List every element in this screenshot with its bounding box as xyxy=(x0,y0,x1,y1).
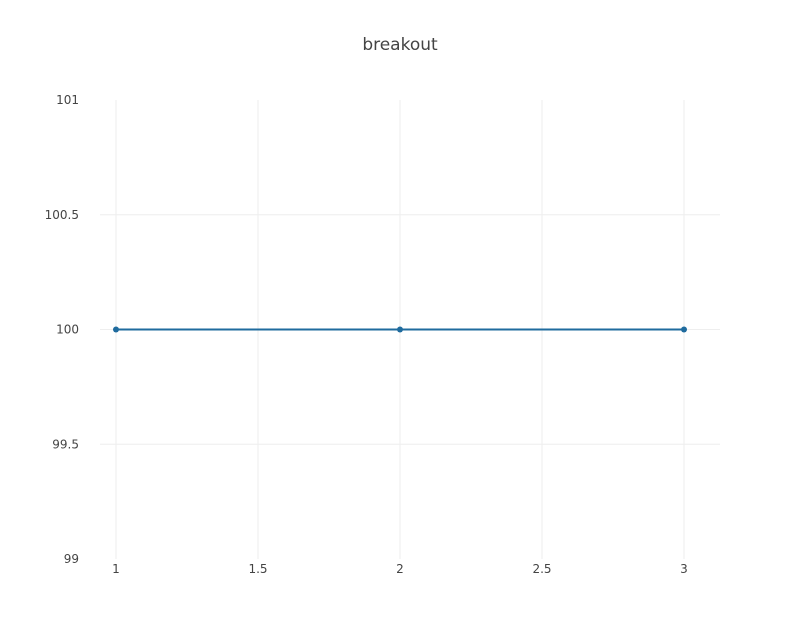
data-point[interactable] xyxy=(113,326,119,333)
data-point[interactable] xyxy=(397,326,403,333)
x-tick-label: 1.5 xyxy=(248,562,267,576)
x-tick-label: 2.5 xyxy=(532,562,551,576)
x-tick-label: 1 xyxy=(112,562,120,576)
chart-title: breakout xyxy=(362,35,438,55)
y-tick-label: 101 xyxy=(56,93,79,107)
y-tick-label: 100.5 xyxy=(45,208,79,222)
y-tick-label: 99.5 xyxy=(52,437,79,451)
series-layer xyxy=(113,326,687,333)
y-axis-tick-labels: 99 99.5 100 100.5 101 xyxy=(45,93,79,566)
x-axis-tick-labels: 1 1.5 2 2.5 3 xyxy=(112,562,688,576)
y-tick-label: 99 xyxy=(64,552,79,566)
x-tick-label: 2 xyxy=(396,562,404,576)
x-tick-label: 3 xyxy=(680,562,688,576)
data-point[interactable] xyxy=(681,326,687,333)
y-tick-label: 100 xyxy=(56,323,79,337)
